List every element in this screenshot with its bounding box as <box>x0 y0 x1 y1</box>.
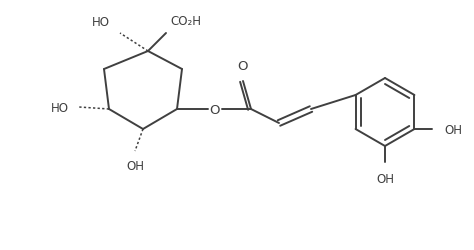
Text: O: O <box>210 103 220 116</box>
Text: HO: HO <box>92 16 110 29</box>
Text: O: O <box>238 60 248 73</box>
Text: CO₂H: CO₂H <box>171 15 201 28</box>
Text: OH: OH <box>126 159 144 172</box>
Text: OH: OH <box>376 172 394 185</box>
Text: OH: OH <box>445 123 463 136</box>
Text: HO: HO <box>51 101 69 114</box>
